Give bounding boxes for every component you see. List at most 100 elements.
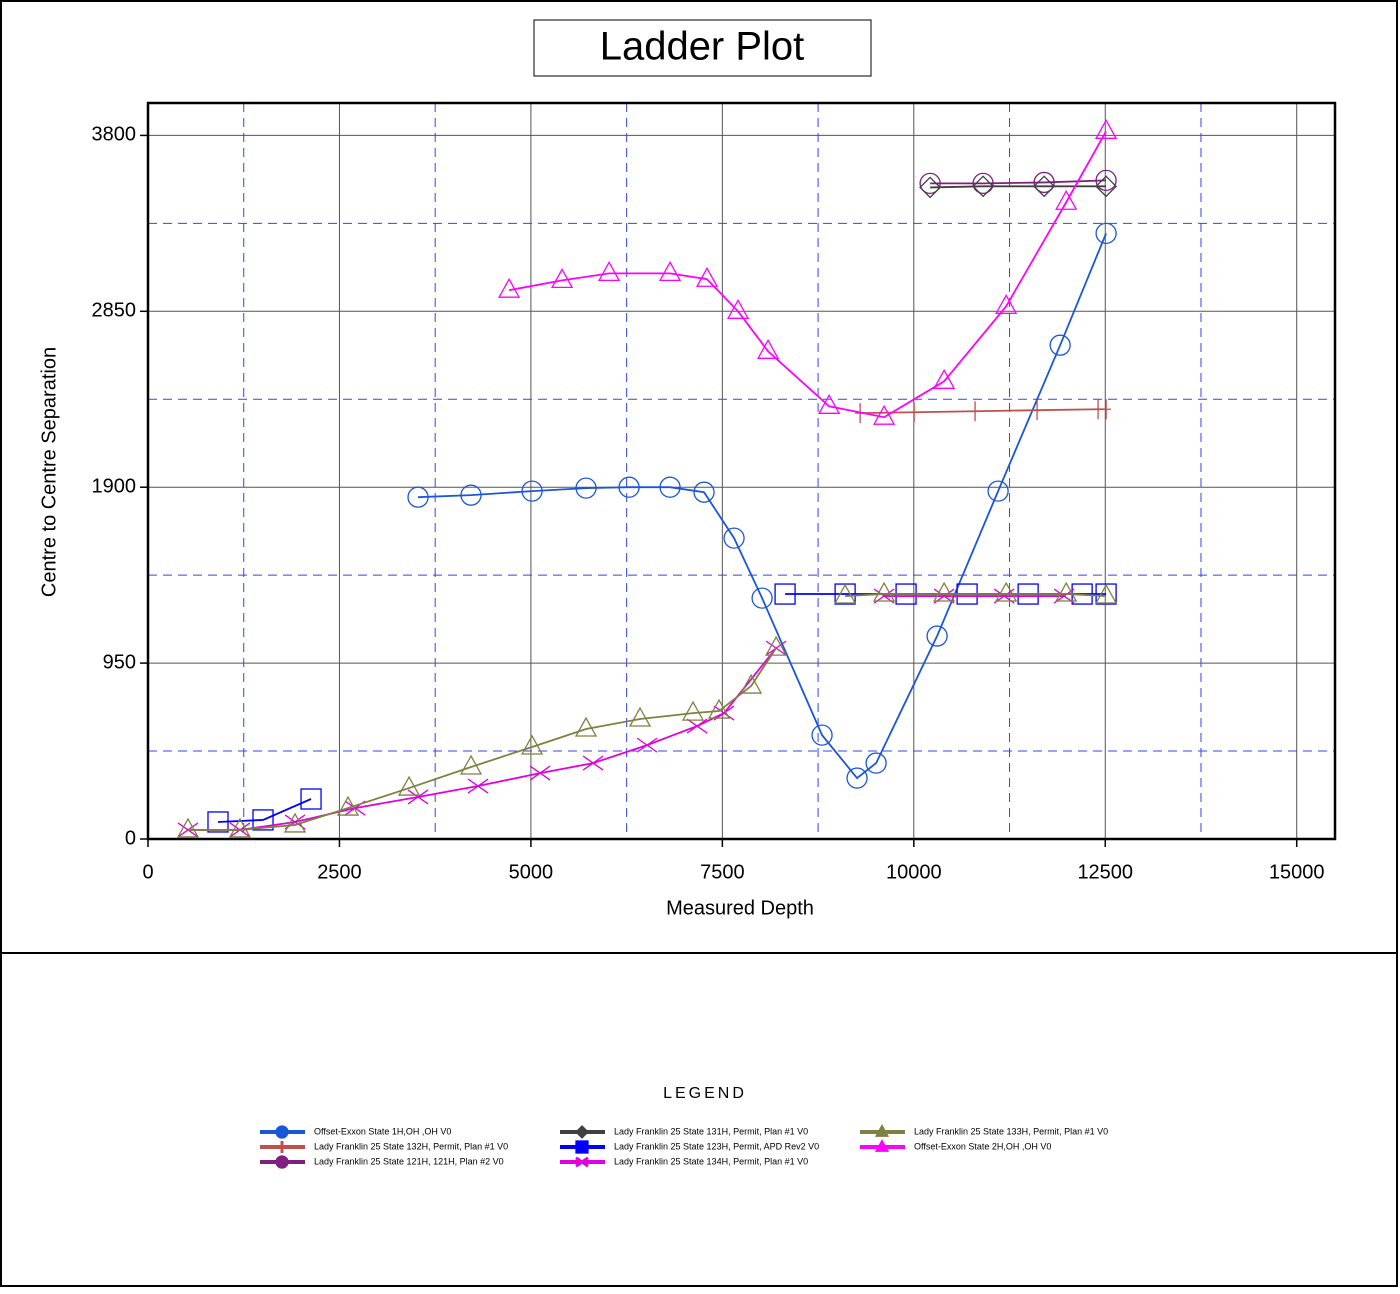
marker [397, 775, 421, 796]
marker [1094, 583, 1118, 604]
marker [520, 734, 544, 755]
marker [765, 635, 788, 656]
marker [726, 298, 750, 319]
marker [751, 587, 773, 609]
marker [919, 176, 942, 199]
marker [995, 581, 1018, 602]
legend-label: Lady Franklin 25 State 121H, 121H, Plan … [314, 1156, 504, 1166]
marker [575, 477, 597, 499]
marker [300, 788, 322, 810]
marker [574, 716, 598, 737]
legend-marker [279, 1141, 285, 1153]
marker [597, 261, 621, 281]
marker [582, 755, 604, 771]
marker [497, 277, 521, 298]
marker [723, 527, 745, 549]
marker [1032, 400, 1043, 421]
marker [686, 718, 708, 734]
marker [995, 293, 1018, 314]
marker [739, 673, 763, 694]
x-tick-label: 12500 [1077, 861, 1133, 883]
marker [834, 583, 857, 604]
marker [987, 480, 1009, 502]
y-tick-label: 3800 [92, 124, 137, 146]
marker [693, 481, 715, 503]
legend-marker [575, 1125, 589, 1139]
marker [811, 724, 833, 746]
series-line [930, 185, 1107, 189]
marker [228, 817, 252, 838]
marker [459, 754, 483, 775]
legend-label: Lady Franklin 25 State 123H, Permit, APD… [614, 1141, 819, 1151]
marker [1095, 222, 1117, 245]
series-line [217, 798, 312, 823]
marker [933, 368, 956, 389]
legend-label: Lady Franklin 25 State 133H, Permit, Pla… [914, 1126, 1108, 1136]
legend-marker [275, 1125, 289, 1139]
marker [1094, 118, 1118, 139]
marker [972, 172, 994, 195]
legend-label: Lady Franklin 25 State 132H, Permit, Pla… [314, 1141, 508, 1151]
series-line [187, 647, 777, 831]
marker [1055, 189, 1078, 210]
marker [636, 737, 658, 753]
series-line [508, 130, 1107, 419]
x-tick-label: 0 [142, 861, 153, 883]
legend-label: Offset-Exxon State 2H,OH ,OH V0 [914, 1141, 1051, 1151]
y-tick-label: 950 [103, 651, 136, 673]
chart-title: Ladder Plot [600, 25, 805, 69]
x-tick-label: 2500 [317, 861, 362, 883]
legend-marker [874, 1124, 890, 1137]
marker [252, 809, 274, 831]
marker [407, 789, 429, 805]
legend-title: LEGEND [663, 1085, 747, 1102]
marker [818, 393, 841, 414]
marker [1049, 334, 1071, 356]
legend-marker [575, 1156, 589, 1168]
x-tick-label: 5000 [509, 861, 554, 883]
marker [926, 625, 948, 647]
marker [695, 266, 719, 287]
marker [659, 476, 681, 498]
marker [774, 583, 796, 605]
marker [756, 338, 780, 359]
marker [460, 484, 482, 506]
legend-marker [874, 1139, 890, 1152]
marker [972, 175, 995, 198]
y-tick-label: 1900 [92, 475, 137, 497]
marker [529, 765, 551, 781]
plot-border [146, 101, 1337, 841]
marker [467, 778, 489, 794]
marker [919, 172, 941, 195]
marker [1033, 171, 1055, 194]
marker [521, 480, 543, 502]
legend-label: Lady Franklin 25 State 134H, Permit, Pla… [614, 1156, 808, 1166]
series-line [930, 179, 1107, 185]
marker [283, 812, 307, 833]
series-line [187, 647, 777, 831]
marker [909, 402, 920, 423]
x-tick-label: 7500 [700, 861, 745, 883]
marker [933, 581, 956, 602]
marker [970, 401, 981, 422]
legend-marker [275, 1155, 289, 1169]
x-axis-label: Measured Depth [666, 897, 814, 919]
marker [550, 268, 574, 289]
marker [1033, 175, 1056, 198]
title-box [533, 19, 872, 77]
x-tick-label: 10000 [886, 861, 942, 883]
marker [336, 795, 360, 816]
marker [1101, 399, 1112, 420]
legend-label: Lady Franklin 25 State 131H, Permit, Pla… [614, 1126, 808, 1136]
y-tick-label: 2850 [92, 300, 137, 322]
y-axis-label: Centre to Centre Separation [38, 347, 60, 597]
marker [407, 486, 429, 508]
marker [176, 817, 200, 838]
marker [681, 700, 705, 721]
marker [707, 698, 731, 719]
marker [1095, 169, 1117, 192]
series-line [417, 233, 1107, 780]
marker [1055, 581, 1078, 602]
